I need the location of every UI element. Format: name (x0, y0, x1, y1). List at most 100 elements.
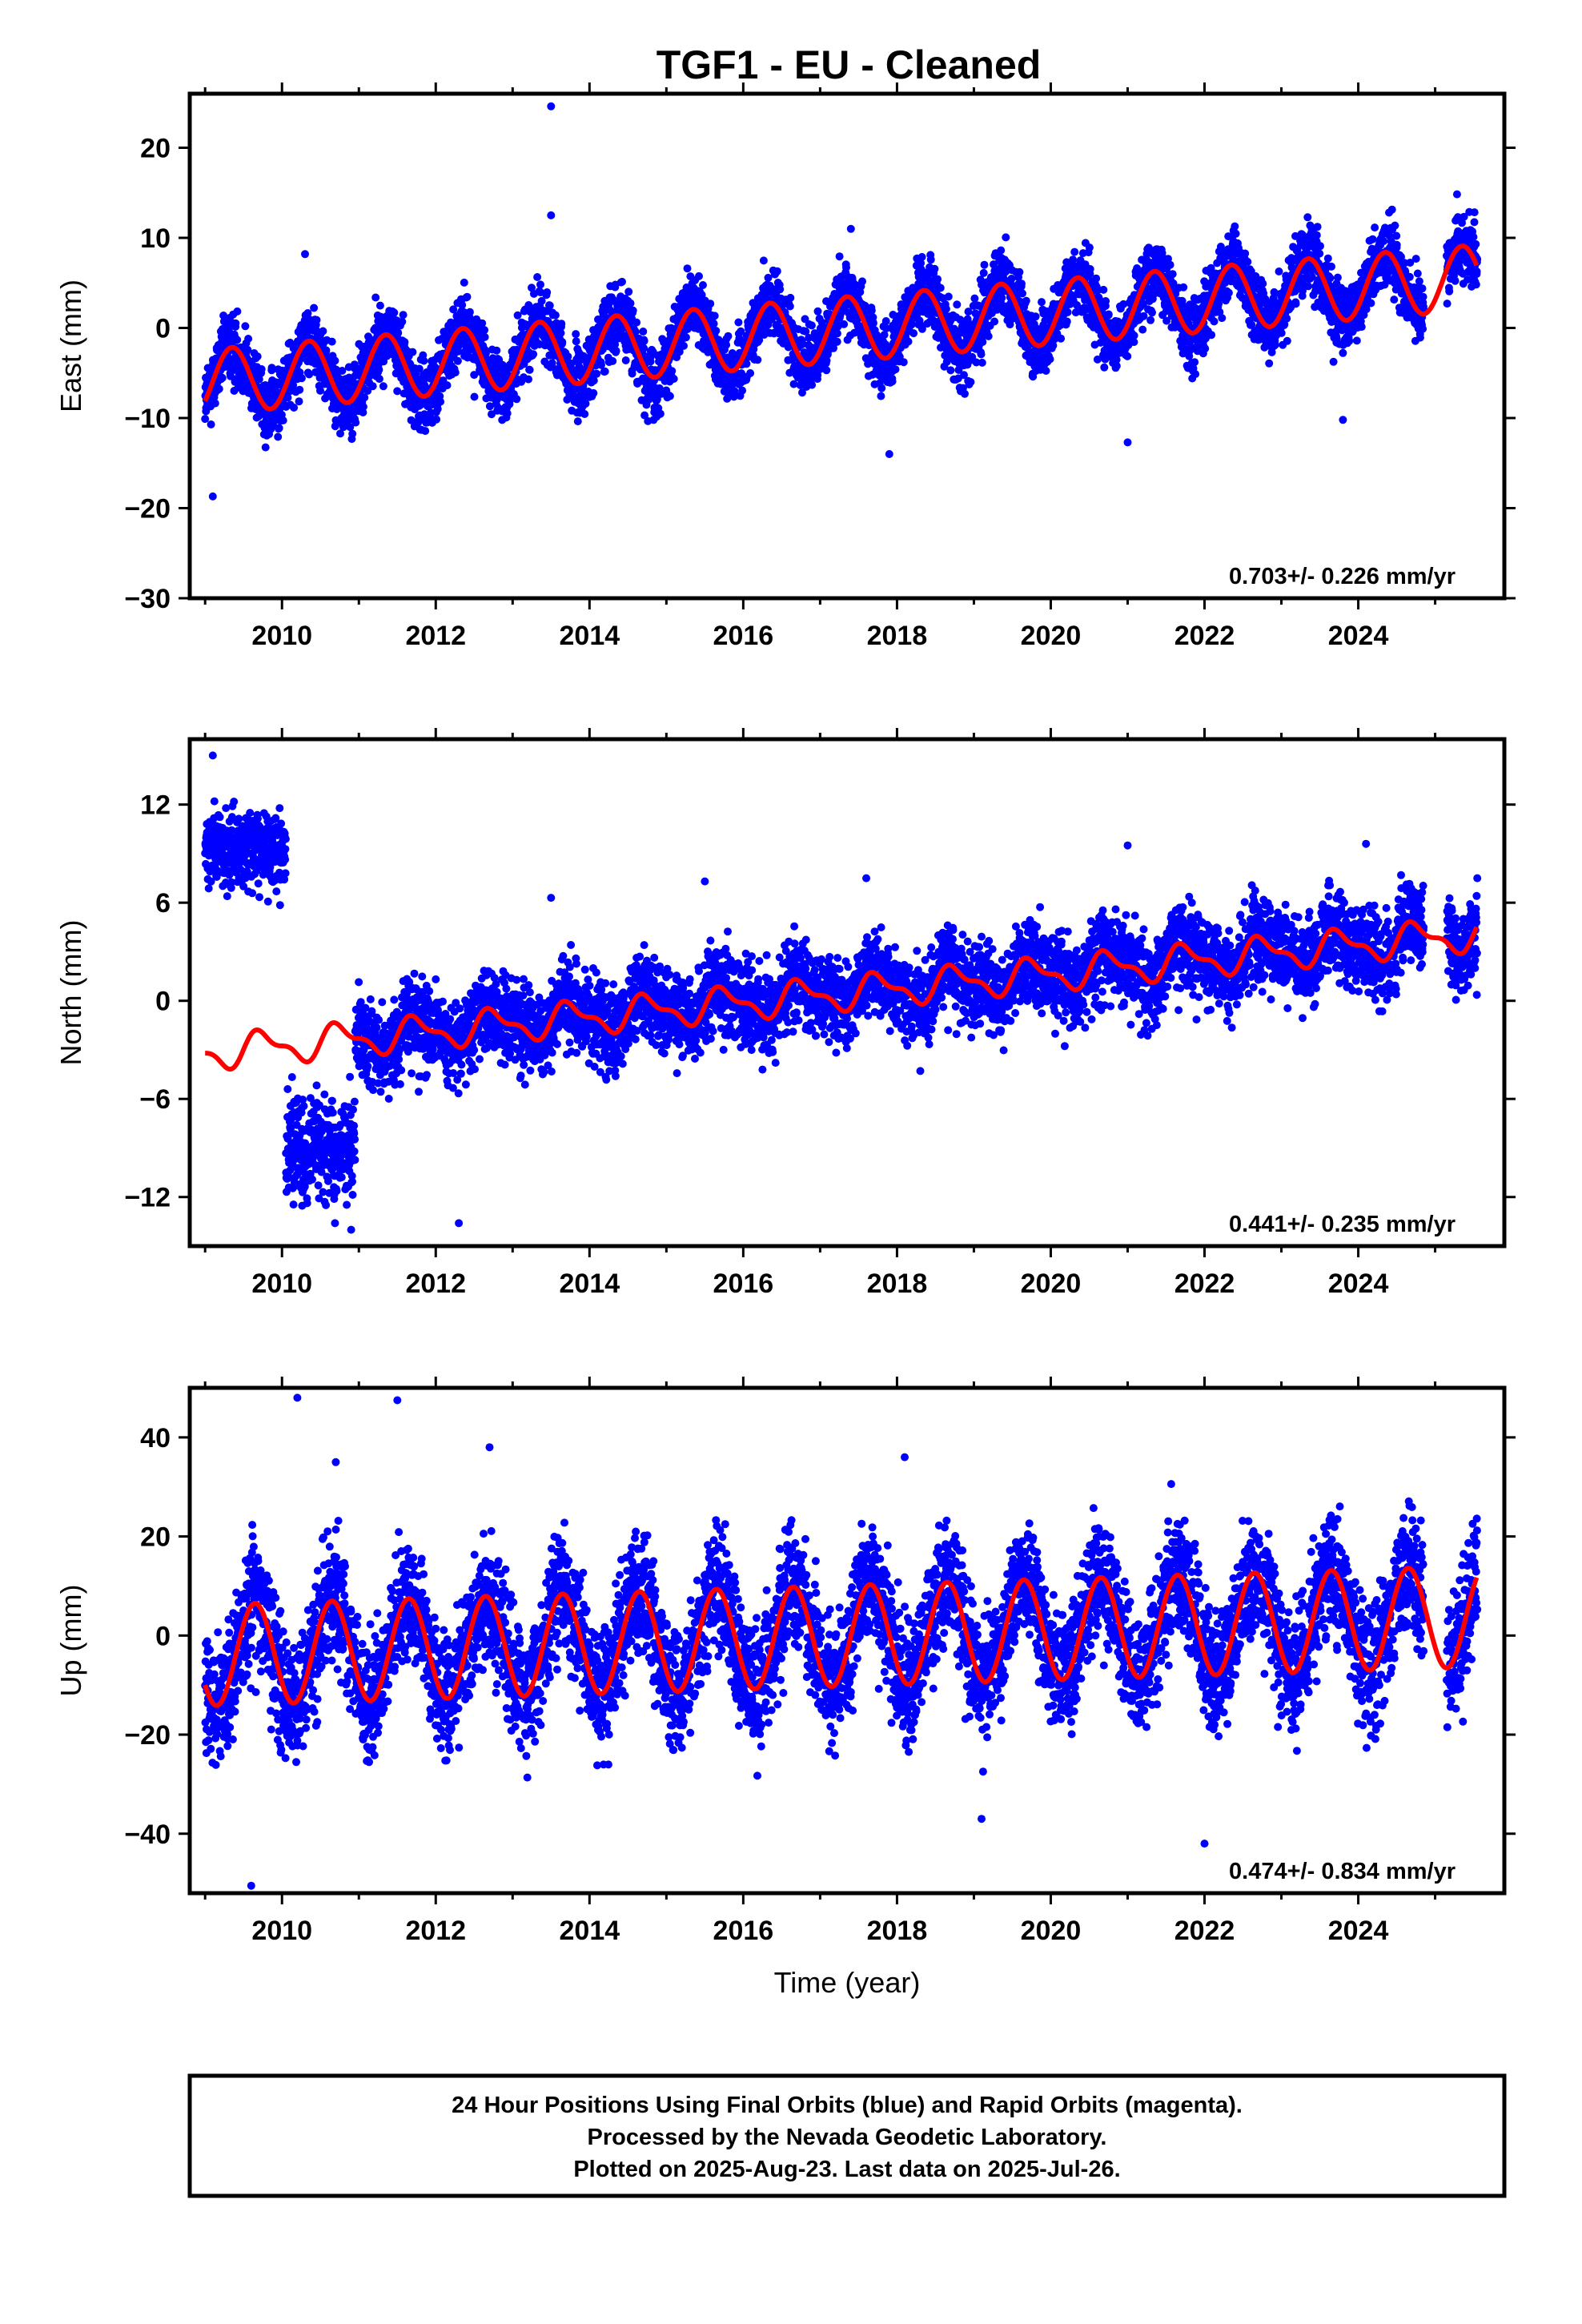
east-point (233, 307, 242, 316)
east-point (312, 316, 321, 324)
east-point (1243, 257, 1252, 266)
figure-title: TGF1 - EU - Cleaned (656, 42, 1042, 87)
east-point (746, 369, 755, 377)
east-point (433, 404, 442, 413)
east-point (1015, 267, 1024, 276)
east-point (592, 369, 601, 378)
east-point (1046, 355, 1054, 364)
east-point (465, 308, 474, 316)
east-point (1139, 312, 1148, 320)
east-point (773, 267, 781, 275)
east-point (290, 404, 299, 412)
east-point (1191, 370, 1200, 379)
east-point (822, 356, 831, 365)
east-point (275, 424, 283, 432)
east-point (375, 365, 383, 374)
east-point (934, 275, 942, 283)
east-point (842, 263, 850, 271)
east-point (656, 409, 665, 418)
east-point (255, 375, 263, 384)
east-point (253, 352, 262, 361)
east-point (1201, 344, 1210, 353)
east-point (888, 377, 897, 386)
east-point (813, 371, 822, 380)
east-point (1100, 363, 1109, 372)
east-point (1119, 300, 1128, 308)
east-point (628, 369, 636, 378)
east-point (1162, 316, 1171, 325)
east-point (764, 273, 773, 282)
east-point (589, 388, 598, 397)
east-point (436, 397, 445, 406)
east-point (1224, 288, 1233, 297)
east-point (492, 346, 501, 355)
east-point (379, 382, 387, 391)
east-point (737, 327, 745, 336)
east-point (1112, 361, 1121, 370)
east-point (776, 285, 785, 294)
east-point (997, 246, 1006, 255)
east-point (310, 304, 319, 312)
east-point (944, 292, 953, 301)
east-point (977, 350, 986, 359)
east-point (319, 327, 327, 336)
east-point (626, 299, 635, 308)
east-point (1166, 260, 1174, 269)
east-point (968, 352, 977, 361)
east-point (631, 328, 640, 336)
east-point (882, 324, 891, 332)
east-point (421, 427, 430, 436)
east-point (624, 287, 633, 296)
east-point (907, 320, 916, 329)
east-point (332, 365, 340, 374)
east-point (524, 375, 532, 384)
east-point (1073, 301, 1082, 309)
east-point (722, 340, 731, 349)
east-point (953, 300, 962, 309)
east-point (543, 288, 552, 296)
east-point (936, 283, 945, 292)
east-point (858, 277, 866, 286)
east-point (833, 329, 841, 338)
east-point (1179, 283, 1188, 292)
east-point (980, 260, 989, 269)
east-point (899, 358, 908, 367)
east-point (880, 331, 889, 340)
east-point (984, 332, 993, 340)
east-point (699, 281, 707, 289)
east-point (257, 365, 266, 373)
east-point (589, 376, 598, 385)
east-point (400, 338, 409, 347)
east-point (738, 386, 747, 395)
east-point (218, 373, 227, 382)
east-point (675, 348, 684, 356)
east-point (443, 381, 452, 390)
east-point (669, 375, 678, 383)
east-point (207, 420, 215, 428)
east-point (1241, 249, 1250, 258)
east-point (1093, 355, 1102, 364)
east-point (529, 350, 538, 359)
east-point (375, 375, 383, 384)
east-point (449, 305, 458, 314)
east-point (786, 293, 795, 302)
east-point (243, 345, 252, 354)
east-point (432, 415, 441, 424)
east-point (463, 292, 472, 301)
east-point (368, 382, 377, 391)
east-point (1007, 275, 1016, 283)
east-point (1168, 270, 1177, 279)
east-point (360, 393, 369, 402)
east-point (399, 311, 408, 320)
east-point (611, 340, 620, 349)
east-panel: 2010 2012 2014 2016 2018 2020 2022 2024−30−20−1… (54, 82, 1516, 651)
east-point (1138, 300, 1147, 308)
east-point (930, 264, 939, 273)
east-point (453, 356, 462, 365)
east-point (580, 410, 589, 418)
east-point (244, 335, 253, 343)
east-point (1070, 247, 1079, 256)
east-point (668, 367, 677, 376)
east-point (1112, 356, 1121, 364)
